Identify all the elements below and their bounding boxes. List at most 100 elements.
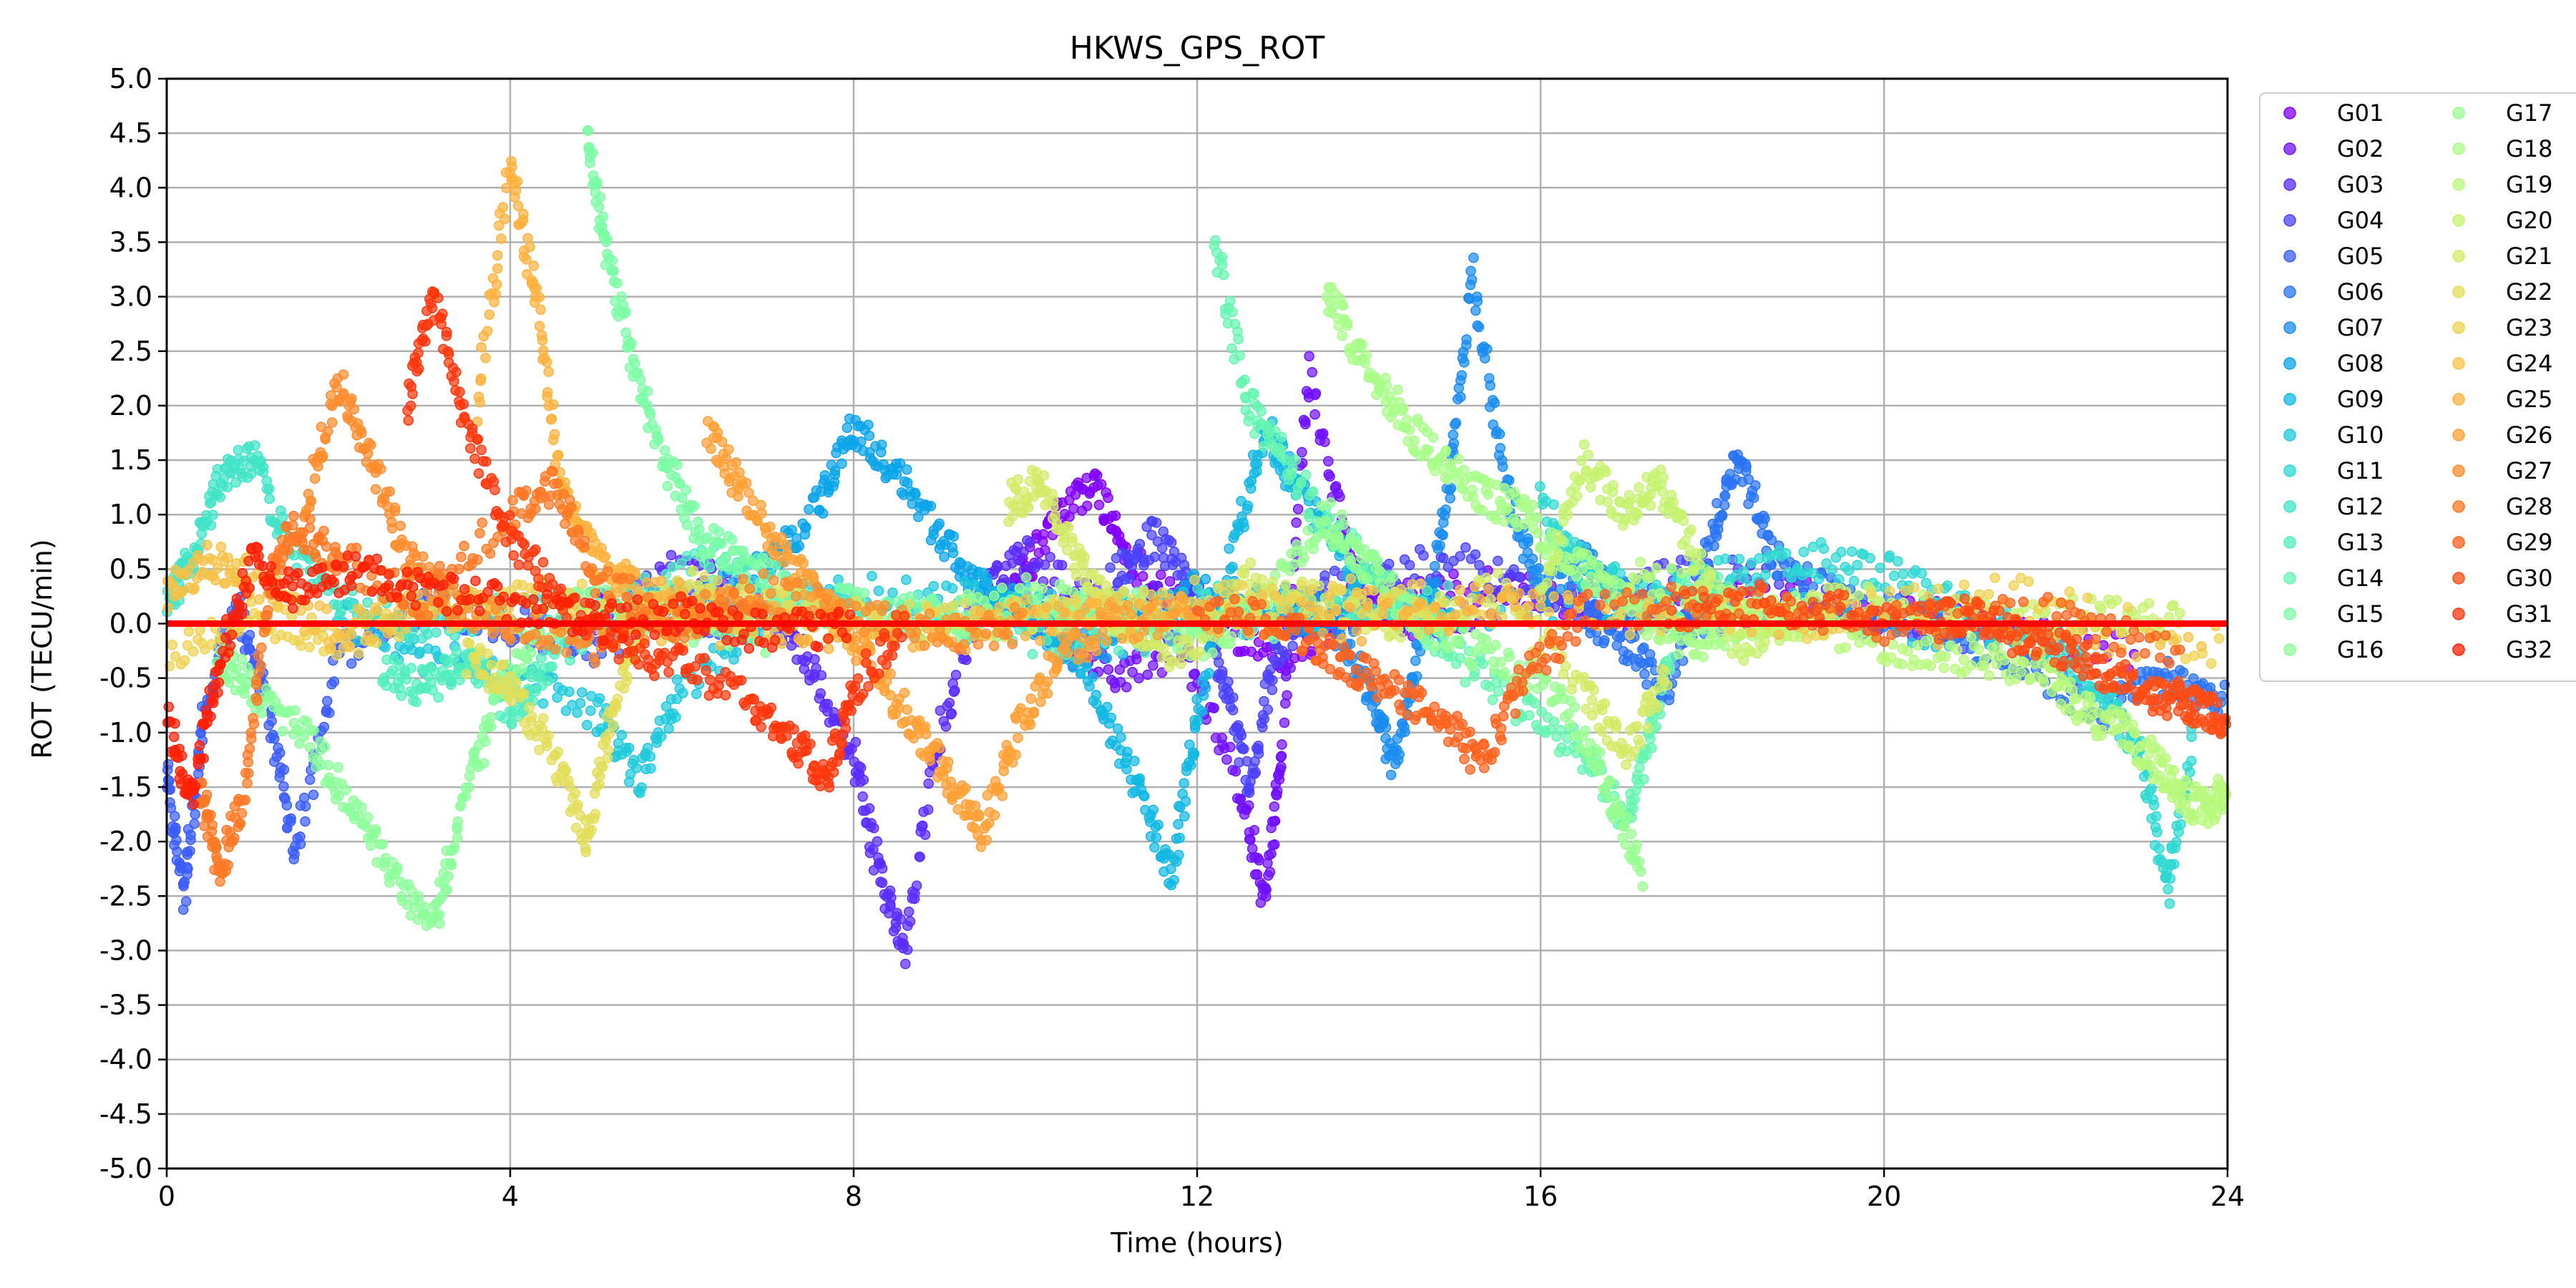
data-point — [1470, 549, 1481, 560]
data-point — [809, 654, 820, 665]
data-point — [1101, 653, 1112, 664]
data-point — [594, 693, 605, 704]
data-point — [1717, 509, 1727, 520]
data-point — [1116, 732, 1126, 743]
data-point — [1438, 530, 1448, 540]
data-point — [1185, 760, 1196, 771]
data-point — [371, 826, 381, 838]
data-point — [1025, 537, 1035, 548]
data-point — [1221, 754, 1232, 765]
data-point — [1269, 801, 1280, 812]
data-point — [855, 762, 867, 774]
data-point — [1155, 569, 1166, 580]
chart-title: HKWS_GPS_ROT — [1070, 30, 1325, 67]
data-point — [1541, 673, 1552, 685]
data-points — [162, 125, 2232, 970]
data-point — [977, 567, 988, 578]
data-point — [525, 647, 537, 658]
data-point — [1040, 545, 1050, 556]
data-point — [1884, 550, 1895, 561]
data-point — [1622, 812, 1634, 823]
data-point — [626, 338, 637, 348]
data-point — [713, 526, 724, 537]
data-point — [1227, 705, 1239, 716]
data-point — [917, 820, 928, 831]
data-point — [934, 518, 945, 529]
data-point — [1298, 552, 1309, 564]
data-point — [162, 774, 174, 786]
data-point — [1709, 540, 1719, 552]
data-point — [1435, 540, 1445, 551]
data-point — [1410, 655, 1421, 666]
data-point — [902, 464, 912, 475]
data-point — [940, 721, 952, 732]
data-point — [2162, 884, 2173, 895]
data-point — [1443, 643, 1454, 654]
data-point — [1269, 839, 1280, 850]
data-point — [1226, 631, 1237, 642]
data-point — [1772, 570, 1783, 581]
data-point — [624, 776, 635, 788]
data-point — [694, 524, 705, 535]
data-point — [1236, 730, 1247, 741]
data-point — [1244, 800, 1254, 811]
data-point — [1045, 552, 1055, 562]
data-point — [859, 587, 869, 599]
data-point — [1740, 459, 1751, 469]
data-point — [1468, 253, 1479, 263]
data-point — [1333, 530, 1344, 542]
data-point — [887, 587, 898, 598]
data-point — [308, 789, 319, 800]
data-point — [1239, 374, 1250, 386]
data-point — [1324, 471, 1335, 482]
data-point — [1321, 516, 1332, 527]
data-point — [1411, 671, 1423, 682]
data-point — [1196, 706, 1208, 717]
data-point — [280, 793, 291, 804]
data-point — [1290, 454, 1302, 466]
data-point — [671, 459, 683, 471]
data-point — [1888, 570, 1900, 582]
data-point — [1513, 571, 1525, 582]
data-point — [1106, 712, 1116, 723]
data-point — [612, 278, 623, 289]
data-point — [642, 386, 653, 396]
data-point — [1466, 274, 1478, 286]
data-point — [982, 577, 993, 588]
data-point — [1238, 517, 1249, 528]
data-point — [665, 550, 677, 561]
data-point — [1204, 668, 1214, 679]
data-point — [1234, 794, 1246, 805]
data-point — [1225, 741, 1236, 753]
data-point — [441, 884, 452, 895]
data-point — [722, 561, 733, 572]
data-point — [264, 493, 275, 504]
data-point — [1529, 698, 1541, 708]
data-point — [1485, 380, 1496, 391]
data-point — [1719, 490, 1731, 502]
data-point — [1398, 403, 1409, 414]
data-point — [1224, 543, 1234, 555]
data-point — [256, 708, 268, 718]
data-point — [1523, 533, 1533, 544]
data-point — [244, 630, 255, 640]
data-point — [948, 531, 960, 542]
data-point — [1285, 663, 1296, 673]
data-point — [1580, 726, 1591, 736]
data-point — [1448, 568, 1459, 580]
data-point — [877, 863, 888, 874]
data-point — [2151, 811, 2162, 821]
data-point — [170, 825, 181, 836]
data-point — [1103, 492, 1113, 503]
data-point — [2186, 731, 2197, 742]
data-point — [1619, 821, 1630, 832]
data-point — [1460, 542, 1471, 553]
data-point — [1496, 656, 1506, 668]
data-point — [1594, 747, 1605, 758]
data-point — [1644, 733, 1656, 744]
data-point — [1200, 683, 1211, 693]
data-point — [1279, 651, 1291, 662]
data-point — [1113, 645, 1124, 656]
data-point — [1534, 481, 1546, 492]
data-point — [1096, 479, 1107, 490]
